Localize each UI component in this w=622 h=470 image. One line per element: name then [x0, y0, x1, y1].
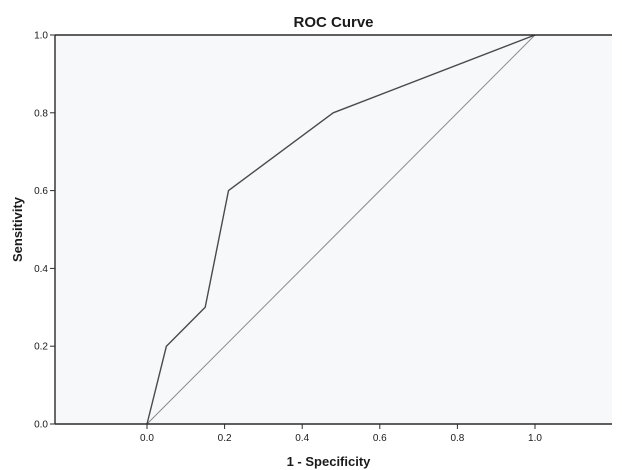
x-axis-label: 1 - Specificity [287, 454, 372, 469]
y-tick-label: 0.4 [34, 264, 48, 275]
series-layer [146, 34, 536, 425]
y-axis-label: Sensitivity [10, 196, 25, 262]
axis-layer: 0.0 0.2 0.4 0.6 0.8 1.0 0.0 0.2 0.4 0.6 0.8 1.0 [34, 31, 612, 444]
roc-curve-line [146, 34, 536, 425]
x-tick-label: 0.8 [450, 433, 464, 444]
reference-line-layer [146, 34, 536, 425]
y-tick-label: 0.0 [34, 420, 48, 431]
x-tick-label: 1.0 [528, 433, 542, 444]
x-tick-label: 0.2 [218, 433, 232, 444]
x-tick-label: 0.6 [373, 433, 387, 444]
plot-area [55, 35, 612, 424]
x-tick-label: 0.4 [295, 433, 309, 444]
reference-diagonal-line [146, 34, 536, 425]
y-tick-label: 1.0 [34, 31, 48, 42]
y-tick-label: 0.8 [34, 108, 48, 119]
y-tick-label: 0.2 [34, 342, 48, 353]
x-tick-label: 0.0 [140, 433, 154, 444]
chart-title: ROC Curve [293, 14, 373, 31]
y-tick-label: 0.6 [34, 186, 48, 197]
